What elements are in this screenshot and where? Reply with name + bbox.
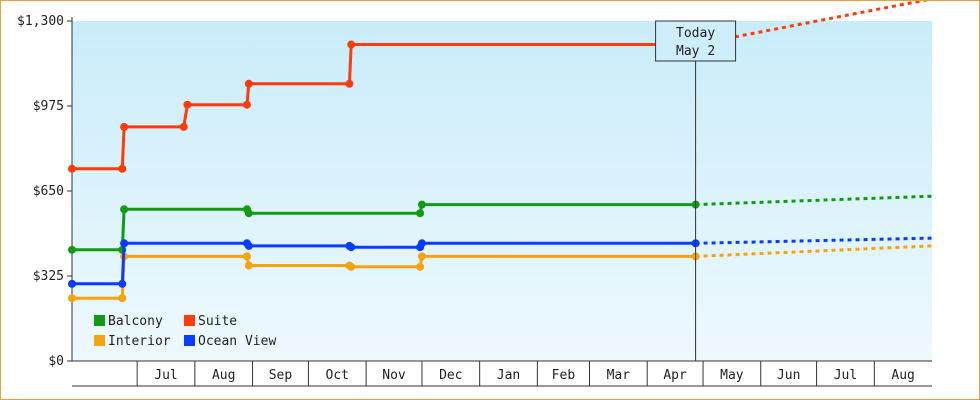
legend-label: Suite — [198, 314, 237, 329]
x-tick-label: Jul — [154, 368, 177, 383]
data-point — [68, 164, 76, 173]
data-point — [242, 100, 251, 109]
series-line — [72, 43, 696, 171]
legend-label: Interior — [108, 334, 171, 349]
today-date: May 2 — [676, 44, 715, 59]
data-point — [120, 122, 129, 131]
data-point — [416, 209, 425, 218]
x-tick-label: Jun — [777, 368, 800, 383]
data-point — [242, 252, 251, 261]
data-point — [120, 205, 129, 214]
legend-swatch — [94, 335, 105, 346]
data-point — [244, 261, 253, 270]
data-point — [68, 245, 76, 254]
legend-swatch — [184, 315, 195, 326]
today-box — [655, 20, 737, 62]
y-tick-label: $0 — [48, 354, 64, 369]
data-point — [244, 241, 253, 250]
x-tick-label: Jul — [834, 368, 857, 383]
y-tick-label: $650 — [33, 184, 64, 199]
data-point — [179, 122, 188, 131]
data-point — [347, 40, 356, 49]
x-tick-label: Oct — [326, 368, 349, 383]
data-point — [347, 243, 356, 252]
x-tick-label: Sep — [269, 368, 293, 383]
data-point — [68, 294, 76, 303]
data-point — [417, 200, 426, 209]
data-point — [417, 239, 426, 248]
today-label: Today — [676, 26, 715, 41]
x-tick-label: Aug — [212, 368, 235, 383]
y-tick-label: $325 — [33, 269, 64, 284]
data-point — [347, 262, 356, 271]
data-point — [416, 262, 425, 271]
x-tick-label: Nov — [382, 368, 406, 383]
data-point — [345, 79, 354, 88]
x-tick-label: Jan — [497, 368, 520, 383]
data-point — [118, 279, 127, 288]
legend-swatch — [184, 335, 195, 346]
x-tick-label: Aug — [891, 368, 914, 383]
data-point — [417, 252, 426, 261]
legend-label: Ocean View — [198, 334, 276, 349]
data-point — [118, 164, 127, 173]
data-point — [244, 209, 253, 218]
data-point — [120, 239, 129, 248]
x-tick-label: Mar — [607, 368, 631, 383]
plot-background — [72, 21, 932, 361]
x-tick-label: Dec — [439, 368, 462, 383]
y-tick-label: $1,300 — [17, 14, 64, 29]
data-point — [183, 100, 192, 109]
y-tick-label: $975 — [33, 99, 64, 114]
data-point — [68, 279, 76, 288]
x-tick-label: Apr — [663, 368, 687, 383]
data-point — [118, 294, 127, 303]
x-tick-label: May — [720, 368, 744, 383]
legend-label: Balcony — [108, 314, 163, 329]
legend-swatch — [94, 315, 105, 326]
data-point — [244, 79, 253, 88]
x-tick-label: Feb — [552, 368, 576, 383]
